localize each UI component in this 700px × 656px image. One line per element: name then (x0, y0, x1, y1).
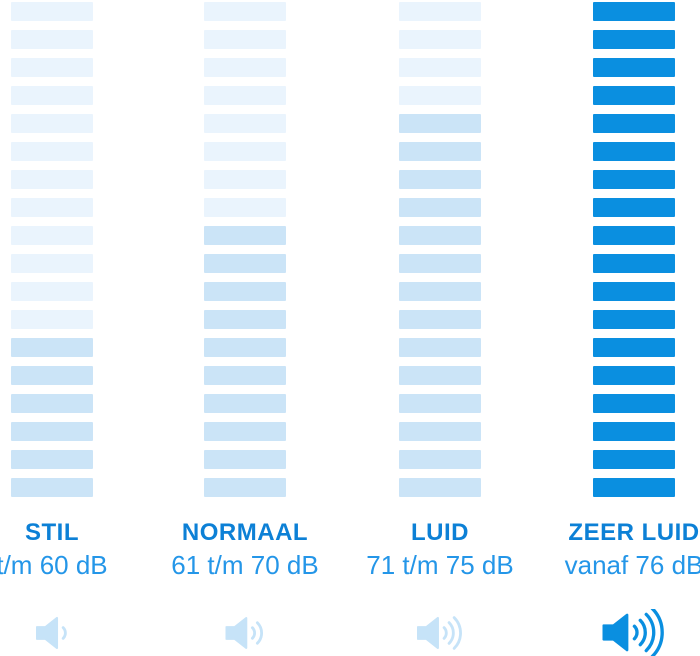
level-bar-filled (11, 478, 93, 497)
level-bar-filled (399, 198, 481, 217)
level-bar-filled (204, 338, 286, 357)
level-bar-empty (204, 58, 286, 77)
level-bar-empty (11, 114, 93, 133)
speaker-volume-1-icon (36, 603, 68, 653)
level-bar-filled (593, 450, 675, 469)
level-bar-filled (399, 338, 481, 357)
level-bar-filled (399, 394, 481, 413)
level-range-normaal: 61 t/m 70 dB (171, 550, 319, 580)
level-bar-empty (204, 86, 286, 105)
level-bar-filled (11, 394, 93, 413)
level-bar-filled (204, 226, 286, 245)
level-title-normaal: NORMAAL (181, 519, 309, 546)
level-bar-empty (11, 30, 93, 49)
level-bar-empty (11, 226, 93, 245)
speaker-volume-2-icon (225, 603, 265, 653)
level-bar-filled (593, 2, 675, 21)
level-bar-empty (204, 30, 286, 49)
level-bar-filled (593, 254, 675, 273)
speaker-volume-4-icon (602, 606, 666, 656)
level-bar-empty (11, 170, 93, 189)
level-bar-empty (204, 142, 286, 161)
level-bar-filled (593, 86, 675, 105)
level-bar-empty (11, 282, 93, 301)
level-title-luid: LUID (411, 519, 469, 546)
column-stil: STIL t/m 60 dB (0, 0, 162, 656)
level-bar-filled (593, 170, 675, 189)
bar-stack-zeer-luid (593, 2, 675, 506)
level-bar-filled (11, 422, 93, 441)
level-range-luid: 71 t/m 75 dB (366, 550, 514, 580)
bar-stack-stil (11, 2, 93, 506)
level-bar-filled (593, 142, 675, 161)
column-luid: LUID 71 t/m 75 dB (330, 0, 550, 656)
level-bar-filled (593, 58, 675, 77)
level-bar-empty (399, 30, 481, 49)
level-range-zeer-luid: vanaf 76 dB (564, 550, 700, 580)
level-bar-filled (399, 310, 481, 329)
level-bar-filled (204, 422, 286, 441)
level-title-stil: STIL (25, 519, 79, 546)
column-zeer-luid: ZEER LUID vanaf 76 dB (524, 0, 700, 656)
level-bar-filled (399, 478, 481, 497)
level-bar-filled (593, 114, 675, 133)
level-bar-filled (593, 198, 675, 217)
level-bar-filled (399, 226, 481, 245)
level-bar-filled (593, 226, 675, 245)
level-bar-filled (593, 310, 675, 329)
level-bar-filled (399, 366, 481, 385)
level-bar-empty (11, 198, 93, 217)
level-bar-filled (593, 422, 675, 441)
level-bar-filled (593, 478, 675, 497)
level-bar-filled (399, 114, 481, 133)
bar-stack-normaal (204, 2, 286, 506)
level-bar-filled (204, 450, 286, 469)
level-bar-filled (593, 338, 675, 357)
level-bar-filled (204, 394, 286, 413)
level-bar-empty (204, 2, 286, 21)
level-bar-empty (11, 254, 93, 273)
level-bar-filled (399, 170, 481, 189)
level-bar-empty (11, 142, 93, 161)
level-bar-filled (204, 254, 286, 273)
level-bar-filled (399, 142, 481, 161)
level-bar-filled (399, 450, 481, 469)
level-bar-empty (204, 198, 286, 217)
level-bar-filled (593, 394, 675, 413)
level-bar-filled (593, 282, 675, 301)
level-bar-filled (11, 366, 93, 385)
level-bar-filled (204, 282, 286, 301)
speaker-volume-3-icon (417, 603, 463, 653)
level-bar-filled (11, 450, 93, 469)
level-bar-empty (399, 58, 481, 77)
level-bar-empty (11, 86, 93, 105)
level-bar-empty (11, 310, 93, 329)
level-title-zeer-luid: ZEER LUID (568, 519, 700, 546)
level-bar-filled (204, 366, 286, 385)
level-bar-empty (11, 2, 93, 21)
level-bar-filled (204, 478, 286, 497)
level-bar-empty (399, 2, 481, 21)
level-bar-filled (399, 254, 481, 273)
level-bar-empty (399, 86, 481, 105)
level-bar-filled (399, 282, 481, 301)
column-normaal: NORMAAL 61 t/m 70 dB (135, 0, 355, 656)
level-bar-empty (11, 58, 93, 77)
bar-stack-luid (399, 2, 481, 506)
level-bar-filled (593, 30, 675, 49)
level-bar-empty (204, 114, 286, 133)
level-bar-filled (593, 366, 675, 385)
level-bar-empty (204, 170, 286, 189)
level-range-stil: t/m 60 dB (0, 550, 108, 580)
level-bar-filled (399, 422, 481, 441)
level-bar-filled (11, 338, 93, 357)
level-bar-filled (204, 310, 286, 329)
